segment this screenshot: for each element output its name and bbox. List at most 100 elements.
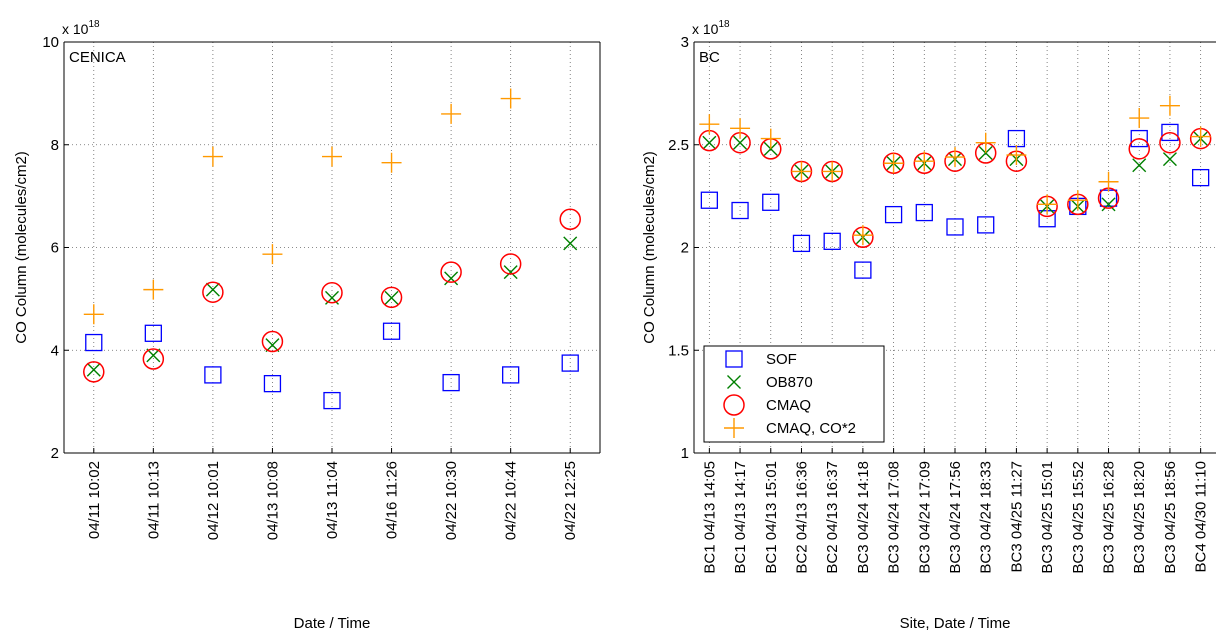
bc-point-square	[1191, 168, 1210, 187]
bc-xtick-label: BC3 04/24 18:33	[978, 461, 995, 574]
legend-label: OB870	[766, 374, 813, 391]
bc-xtick-label: BC1 04/13 15:01	[763, 461, 780, 574]
cenica-point-x	[86, 362, 101, 377]
bc-point-plus	[760, 128, 781, 149]
bc-point-plus	[945, 147, 965, 168]
cenica-point-plus	[202, 146, 223, 167]
cenica-point-plus	[83, 304, 104, 325]
cenica-point-x	[265, 338, 280, 353]
bc-xtick-label: BC2 04/13 16:36	[793, 461, 810, 574]
bc-point-square	[915, 203, 933, 222]
bc-point-square	[1130, 129, 1148, 148]
legend-marker-square	[725, 350, 743, 368]
legend-marker-circle	[723, 394, 745, 416]
bc-xtick-label: BC3 04/25 16:28	[1101, 461, 1118, 574]
cenica-point-x	[384, 290, 399, 305]
cenica-xtick-label: 04/22 12:25	[562, 461, 579, 540]
bc-point-x	[702, 135, 717, 150]
legend-label: CMAQ, CO*2	[766, 420, 856, 437]
legend-label: CMAQ	[766, 397, 811, 414]
bc-exponent-power: 18	[718, 19, 730, 30]
cenica-xtick-label: 04/16 11:26	[384, 461, 401, 539]
bc-point-square	[823, 232, 841, 250]
cenica-xtick-label: 04/11 10:13	[145, 461, 162, 539]
bc-xtick-label: BC3 04/25 15:52	[1070, 461, 1087, 574]
cenica-point-circle	[142, 348, 165, 370]
cenica-point-circle	[499, 253, 522, 275]
bc-xtick-label: BC3 04/24 17:08	[886, 461, 903, 574]
cenica-point-plus	[500, 88, 521, 109]
bc-point-plus	[822, 161, 843, 182]
bc-point-plus	[975, 132, 996, 153]
bc-point-plus	[791, 161, 812, 182]
legend-marker-plus	[724, 418, 744, 438]
bc-point-square	[946, 218, 964, 236]
cenica-point-square	[382, 322, 401, 340]
bc-point-square	[762, 193, 780, 211]
bc-point-square	[854, 261, 872, 279]
bc-ytick-label: 1	[681, 445, 689, 462]
bc-point-x	[763, 141, 778, 156]
bc-xtick-label: BC1 04/13 14:05	[701, 461, 718, 574]
bc-x-axis-title: Site, Date / Time	[900, 615, 1011, 632]
cenica-exponent-power: 18	[88, 19, 100, 30]
bc-ytick-label: 2.5	[668, 137, 689, 154]
bc-point-circle	[1159, 131, 1181, 154]
bc-point-plus	[699, 114, 720, 135]
cenica-ytick-label: 4	[51, 342, 59, 359]
cenica-point-plus	[441, 103, 462, 124]
cenica-exponent-label: x 1018	[62, 19, 100, 37]
cenica-point-circle	[321, 281, 343, 304]
bc-point-plus	[1098, 171, 1119, 192]
bc-y-axis-title: CO Column (molecules/cm2)	[641, 151, 658, 344]
bc-point-square	[884, 205, 903, 224]
cenica-point-x	[444, 271, 459, 286]
bc-ytick-label: 1.5	[668, 342, 689, 359]
bc-xtick-label: BC3 04/24 14:18	[855, 461, 872, 574]
bc-xtick-label: BC1 04/13 14:17	[732, 461, 749, 574]
bc-point-square	[977, 216, 995, 234]
cenica-point-x	[146, 348, 161, 363]
bc-point-plus	[1190, 126, 1211, 147]
cenica-xtick-label: 04/13 10:08	[264, 461, 281, 540]
cenica-ytick-label: 6	[51, 240, 59, 257]
cenica-point-plus	[322, 146, 342, 167]
cenica-xtick-label: 04/22 10:30	[443, 461, 460, 540]
bc-xtick-label: BC3 04/25 15:01	[1039, 461, 1056, 574]
bc-xtick-label: BC4 04/30 11:10	[1193, 461, 1210, 572]
cenica-point-square	[204, 366, 222, 384]
cenica-point-x	[205, 282, 220, 297]
bc-point-plus	[1067, 190, 1088, 211]
cenica-point-square	[144, 324, 162, 342]
bc-ytick-label: 2	[681, 240, 689, 257]
cenica-point-x	[563, 236, 578, 251]
cenica-point-plus	[262, 244, 283, 265]
bc-point-square	[700, 191, 719, 209]
cenica-x-axis-title: Date / Time	[294, 615, 371, 632]
bc-point-plus	[883, 153, 904, 174]
cenica-point-x	[503, 265, 518, 280]
cenica-point-square	[442, 373, 460, 392]
cenica-xtick-label: 04/11 10:02	[86, 461, 103, 539]
bc-xtick-label: BC3 04/25 11:27	[1008, 461, 1025, 572]
legend-marker-x	[727, 375, 741, 389]
bc-exponent-label: x 1018	[692, 19, 730, 37]
bc-panel-label: BC	[699, 49, 720, 66]
legend-label: SOF	[766, 351, 797, 368]
bc-point-x	[1101, 197, 1116, 212]
cenica-ytick-label: 10	[42, 34, 59, 51]
cenica-point-square	[502, 366, 520, 384]
bc-point-square	[792, 234, 811, 253]
bc-point-plus	[1006, 145, 1027, 166]
bc-xtick-label: BC2 04/13 16:37	[824, 461, 841, 574]
cenica-xtick-label: 04/22 10:44	[503, 461, 520, 540]
cenica-y-axis-title: CO Column (molecules/cm2)	[13, 151, 30, 344]
cenica-point-square	[85, 333, 103, 352]
cenica-point-circle	[202, 281, 224, 303]
bc-point-x	[1132, 158, 1147, 173]
bc-point-circle	[1128, 138, 1150, 160]
bc-xtick-label: BC3 04/25 18:56	[1162, 461, 1179, 574]
bc-point-x	[733, 135, 748, 150]
cenica-point-square	[323, 391, 341, 410]
